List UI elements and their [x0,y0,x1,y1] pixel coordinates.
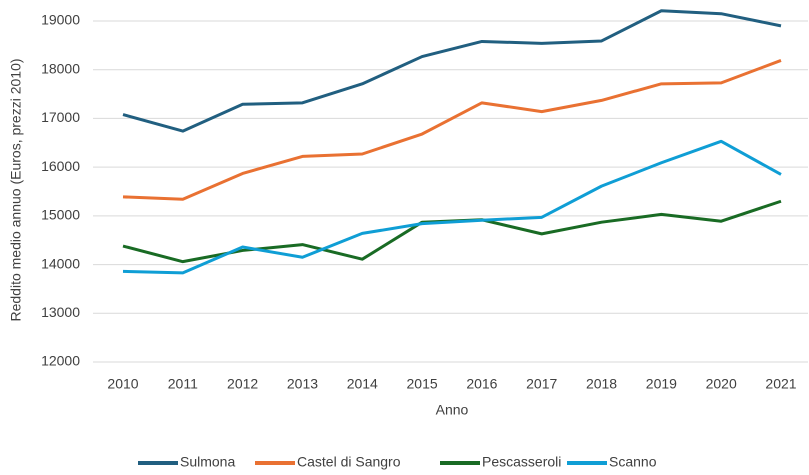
x-tick-label: 2016 [466,376,497,392]
y-tick-label: 16000 [41,158,80,174]
x-tick-label: 2012 [227,376,258,392]
x-tick-label: 2013 [287,376,318,392]
y-tick-label: 17000 [41,109,80,125]
y-tick-label: 15000 [41,207,80,223]
series-line [122,59,782,201]
x-axis-label: Anno [436,402,469,418]
x-tick-label: 2019 [646,376,677,392]
x-tick-label: 2011 [168,376,198,392]
x-tick-label: 2017 [526,376,557,392]
x-tick-label: 2018 [586,376,617,392]
y-tick-label: 19000 [41,12,80,28]
series-line [122,9,782,133]
y-tick-label: 13000 [41,304,80,320]
legend-label: Scanno [609,454,657,470]
x-tick-label: 2021 [765,376,796,392]
y-axis-label: Reddito medio annuo (Euros, prezzi 2010) [8,58,24,321]
legend-label: Castel di Sangro [297,454,401,470]
legend-label: Sulmona [180,454,235,470]
y-tick-label: 18000 [41,60,80,76]
legend-label: Pescasseroli [482,454,561,470]
x-tick-label: 2020 [706,376,737,392]
x-tick-label: 2010 [107,376,138,392]
x-tick-label: 2015 [407,376,438,392]
y-tick-label: 14000 [41,255,80,271]
series-line [122,199,782,264]
series-line [122,139,782,275]
y-tick-label: 12000 [41,353,80,369]
x-tick-label: 2014 [347,376,378,392]
